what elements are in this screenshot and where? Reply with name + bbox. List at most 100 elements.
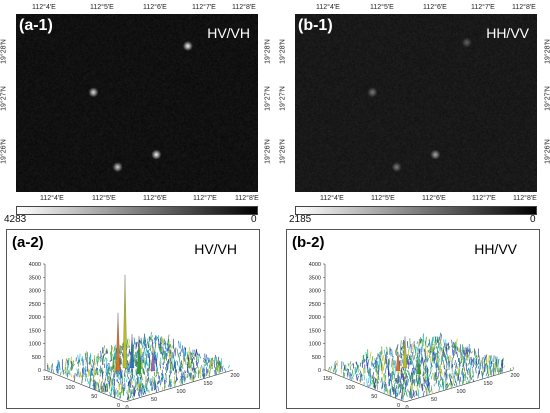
lat-tick-left: 19°26′N (0, 139, 8, 164)
lat-tick-right: 19°26′N (544, 139, 550, 164)
lat-tick-right: 19°26′N (264, 139, 272, 164)
surface-spike (150, 347, 156, 372)
lon-tick-bottom: 112°8′E (235, 195, 259, 202)
z-tick-label: 500 (32, 355, 41, 361)
x-tick-label: 200 (230, 373, 239, 379)
x-tick-label: 100 (176, 389, 185, 395)
lat-tick-left: 19°27′N (0, 86, 8, 111)
polarization-label: HV/VH (194, 241, 237, 257)
z-tick-label: 3500 (309, 275, 321, 281)
z-tick-label: 0 (38, 368, 41, 374)
surface-spike (416, 359, 422, 375)
colorbar-min: 0 (530, 214, 536, 225)
z-tick-label: 1500 (309, 328, 321, 334)
panel-b2: (b-2) HH/VV 0 500 1000 1500 2000 2500 3000 3500… (286, 229, 540, 409)
lon-tick-top: 112°7′E (192, 4, 216, 11)
colorbar-max: 4283 (4, 214, 27, 225)
x-tick-label: 0 (405, 405, 408, 408)
sar-canvas (16, 14, 258, 192)
z-tick-label: 2500 (29, 302, 41, 308)
z-tick-label: 3000 (29, 289, 41, 295)
lon-tick-top: 112°7′E (471, 4, 495, 11)
surface-plot-a2: 0500100015002000250030003500400005010015… (29, 262, 240, 408)
y-tick-label: 50 (371, 394, 377, 400)
surface-spike (395, 351, 401, 372)
lon-tick-bottom: 112°4′E (320, 195, 344, 202)
lon-tick-top: 112°4′E (32, 4, 56, 11)
z-tick-label: 2000 (29, 315, 41, 321)
z-tick-label: 500 (312, 355, 321, 361)
surface-spike (136, 335, 142, 375)
y-tick-label: 0 (117, 403, 120, 408)
lon-tick-top: 112°4′E (316, 4, 340, 11)
lon-tick-top: 112°6′E (143, 4, 167, 11)
x-tick-label: 50 (151, 397, 157, 403)
x-tick-label: 50 (431, 397, 437, 403)
lat-tick-right: 19°28′N (544, 39, 550, 64)
colorbar-min: 0 (251, 214, 257, 225)
panel-tag: (b-1) (298, 17, 333, 34)
sar-image-b1: (b-1) HH/VV (295, 14, 537, 192)
x-tick-label: 150 (203, 381, 212, 387)
y-tick-label: 150 (43, 376, 52, 382)
z-tick-label: 0 (318, 368, 321, 374)
lat-tick-left: 19°26′N (279, 139, 287, 164)
panel-a2: (a-2) HV/VH 0 500 1000 1500 2000 2500 3000 3500… (6, 229, 260, 409)
z-tick-label: 2500 (309, 302, 321, 308)
z-tick-label: 3000 (309, 289, 321, 295)
sar-canvas (295, 14, 537, 192)
x-tick-label: 150 (483, 381, 492, 387)
lon-tick-top: 112°5′E (90, 4, 114, 11)
lon-tick-bottom: 112°5′E (371, 195, 395, 202)
lat-tick-left: 19°28′N (279, 39, 287, 64)
surface-spike (122, 274, 128, 369)
z-tick-label: 1000 (29, 342, 41, 348)
lon-tick-bottom: 112°6′E (422, 195, 446, 202)
lon-tick-bottom: 112°8′E (513, 195, 537, 202)
y-tick-label: 100 (345, 385, 354, 391)
lat-tick-right: 19°28′N (264, 39, 272, 64)
panel-tag: (a-2) (12, 234, 44, 251)
z-tick-label: 2000 (309, 315, 321, 321)
z-tick-label: 4000 (29, 262, 41, 268)
lat-tick-right: 19°27′N (264, 86, 272, 111)
surface-mesh (47, 332, 230, 401)
lat-tick-left: 19°28′N (0, 39, 8, 64)
lat-tick-left: 19°27′N (279, 86, 287, 111)
lat-tick-right: 19°27′N (544, 86, 550, 111)
lon-tick-bottom: 112°7′E (472, 195, 496, 202)
surface-spike (115, 312, 121, 372)
polarization-label: HH/VV (486, 25, 529, 41)
polarization-label: HV/VH (207, 25, 250, 41)
surface-mesh (328, 332, 515, 401)
y-tick-label: 150 (323, 376, 332, 382)
z-tick-label: 3500 (29, 275, 41, 281)
y-tick-label: 50 (91, 394, 97, 400)
sar-image-a1: (a-1) HV/VH (16, 14, 258, 192)
y-tick-label: 0 (397, 403, 400, 408)
lon-tick-top: 112°6′E (423, 4, 447, 11)
colorbar-max: 2185 (289, 214, 312, 225)
lon-tick-bottom: 112°6′E (143, 195, 167, 202)
colorbar (295, 206, 537, 215)
surface-spike (129, 334, 135, 369)
z-tick-label: 1000 (309, 342, 321, 348)
panel-tag: (b-2) (292, 234, 325, 251)
z-tick-label: 4000 (309, 262, 321, 268)
x-tick-label: 0 (125, 405, 128, 408)
lon-tick-top: 112°8′E (512, 4, 536, 11)
lon-tick-bottom: 112°5′E (92, 195, 116, 202)
x-tick-label: 100 (456, 389, 465, 395)
lon-tick-top: 112°8′E (232, 4, 256, 11)
z-tick-label: 1500 (29, 328, 41, 334)
lon-tick-bottom: 112°4′E (40, 195, 64, 202)
lon-tick-bottom: 112°7′E (193, 195, 217, 202)
x-tick-label: 200 (510, 373, 519, 379)
y-tick-label: 100 (65, 385, 74, 391)
surface-plot-b2: 0500100015002000250030003500400005010015… (309, 262, 520, 408)
colorbar (16, 206, 258, 215)
panel-tag: (a-1) (19, 17, 53, 34)
lon-tick-top: 112°5′E (370, 4, 394, 11)
polarization-label: HH/VV (474, 241, 517, 257)
surface-spike (402, 336, 408, 369)
